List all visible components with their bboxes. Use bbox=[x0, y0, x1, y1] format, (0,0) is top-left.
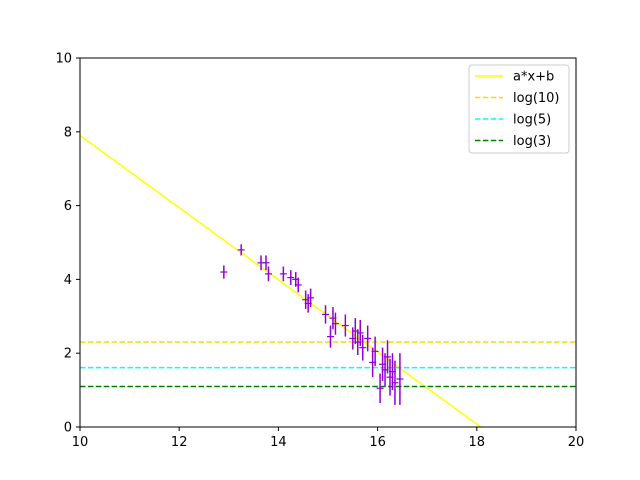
data-point bbox=[341, 314, 349, 337]
data-point bbox=[287, 270, 295, 285]
data-point bbox=[220, 265, 228, 279]
legend-item: log(10) bbox=[475, 91, 560, 106]
data-point bbox=[371, 336, 379, 367]
data-point bbox=[322, 305, 330, 324]
x-tick-label: 14 bbox=[270, 435, 287, 450]
legend-label: log(3) bbox=[513, 134, 551, 149]
y-tick-label: 6 bbox=[64, 199, 72, 214]
x-tick-label: 20 bbox=[568, 435, 585, 450]
data-point bbox=[356, 319, 364, 346]
legend-item: a*x+b bbox=[475, 70, 554, 85]
data-point bbox=[376, 373, 384, 404]
legend-box bbox=[468, 64, 570, 154]
fit-line bbox=[80, 134, 482, 427]
data-point bbox=[326, 325, 334, 348]
legend-label: log(10) bbox=[513, 91, 560, 106]
legend: a*x+b log(10) log(5) log(3) bbox=[468, 64, 570, 154]
data-point bbox=[307, 288, 315, 308]
data-point bbox=[279, 266, 287, 282]
x-tick-label: 16 bbox=[369, 435, 386, 450]
data-point bbox=[396, 353, 404, 405]
x-tick-label: 18 bbox=[469, 435, 486, 450]
x-tick-label: 10 bbox=[72, 435, 89, 450]
y-tick-label: 4 bbox=[64, 273, 72, 288]
data-point bbox=[391, 360, 399, 405]
legend-label: a*x+b bbox=[513, 70, 554, 85]
plot-area bbox=[80, 134, 576, 427]
legend-item: log(5) bbox=[475, 113, 551, 128]
y-tick-label: 10 bbox=[55, 52, 72, 67]
x-tick-label: 12 bbox=[171, 435, 188, 450]
data-point bbox=[262, 255, 270, 271]
data-point bbox=[359, 334, 367, 361]
axes-frame bbox=[79, 57, 577, 428]
legend-item: log(3) bbox=[475, 134, 551, 149]
data-point bbox=[264, 266, 272, 282]
data-point bbox=[364, 325, 372, 352]
legend-label: log(5) bbox=[513, 113, 551, 128]
y-tick-label: 2 bbox=[64, 347, 72, 362]
data-point bbox=[237, 244, 245, 256]
y-tick-label: 0 bbox=[64, 421, 72, 436]
data-point bbox=[331, 312, 339, 335]
data-point bbox=[294, 277, 302, 293]
axes: 10 12 14 16 18 20 0 2 4 6 8 10 bbox=[55, 52, 584, 451]
y-tick-label: 8 bbox=[64, 125, 72, 140]
data-point bbox=[384, 340, 392, 374]
